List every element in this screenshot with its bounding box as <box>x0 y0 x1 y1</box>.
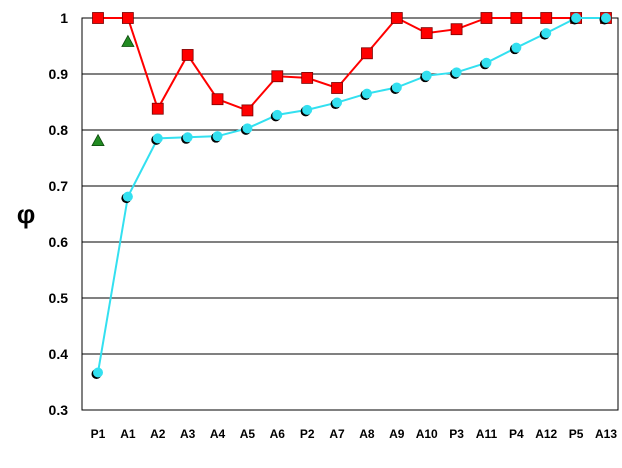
square-marker <box>121 12 134 24</box>
square-marker <box>151 102 164 115</box>
square-marker <box>420 27 433 40</box>
circle-marker <box>152 133 163 144</box>
y-tick-label: 0.8 <box>49 122 69 138</box>
x-tick-labels: P1 A1 A2 A3 A4 A5 A6 P2 A7 A8 A9 A10 P3 A11 P4 A12 P5 A13 <box>91 427 618 441</box>
circle-marker <box>511 42 522 53</box>
y-tick-label: 0.6 <box>49 234 69 250</box>
y-tick-label: 1 <box>60 10 68 26</box>
y-tick-label: 0.4 <box>49 346 69 362</box>
plot-area <box>81 17 619 411</box>
x-tick-label: A3 <box>180 427 196 441</box>
x-tick-label: A11 <box>476 427 498 441</box>
y-tick-label: 0.5 <box>49 290 69 306</box>
square-marker <box>301 72 314 84</box>
y-tick-label: 0.3 <box>49 402 69 418</box>
square-marker <box>450 23 463 36</box>
square-marker <box>390 12 403 24</box>
triangle-marker <box>91 133 105 147</box>
series-square <box>92 12 612 117</box>
square-marker <box>480 12 493 24</box>
circle-marker <box>182 132 193 143</box>
circle-marker <box>302 104 313 115</box>
y-tick-label: 0.9 <box>49 66 69 82</box>
x-tick-label: A6 <box>270 427 286 441</box>
y-axis-title: φ <box>17 199 36 229</box>
square-marker <box>540 12 553 24</box>
square-marker <box>92 12 104 24</box>
x-tick-label: A9 <box>389 427 405 441</box>
circle-marker <box>541 28 552 39</box>
x-tick-label: A5 <box>240 427 256 441</box>
series-circle <box>91 13 611 379</box>
y-tick-label: 0.7 <box>49 178 69 194</box>
x-tick-label: A12 <box>535 427 557 441</box>
square-marker <box>361 47 373 60</box>
x-tick-label: A7 <box>329 427 345 441</box>
circle-marker <box>242 123 253 134</box>
circle-marker <box>451 67 462 78</box>
circle-marker <box>212 131 223 142</box>
circle-marker <box>361 88 372 99</box>
x-tick-label: P5 <box>569 427 584 441</box>
circle-marker <box>481 57 492 68</box>
y-tick-labels: 0.3 0.4 0.5 0.6 0.7 0.8 0.9 1 <box>49 10 69 418</box>
x-tick-label: P4 <box>509 427 524 441</box>
x-tick-label: P1 <box>91 427 106 441</box>
x-tick-label: A8 <box>359 427 375 441</box>
x-tick-label: A13 <box>595 427 617 441</box>
x-tick-label: A4 <box>210 427 226 441</box>
series-triangle <box>91 34 135 147</box>
circle-marker <box>571 13 582 23</box>
x-tick-label: A10 <box>416 427 438 441</box>
circle-marker <box>332 97 343 108</box>
circle-marker <box>601 13 611 23</box>
square-marker <box>181 49 194 61</box>
x-tick-label: A2 <box>150 427 166 441</box>
series-layer <box>91 12 612 379</box>
square-marker <box>241 104 254 117</box>
circle-marker <box>421 70 432 81</box>
x-tick-label: P3 <box>449 427 464 441</box>
square-marker <box>331 82 343 94</box>
circle-marker <box>272 109 283 120</box>
triangle-marker <box>121 34 135 47</box>
circle-marker <box>391 82 402 93</box>
x-tick-label: P2 <box>300 427 315 441</box>
circle-marker <box>122 191 133 202</box>
square-marker <box>211 93 224 106</box>
square-marker <box>510 12 523 24</box>
square-marker <box>271 70 284 83</box>
x-tick-label: A1 <box>120 427 136 441</box>
circle-marker <box>93 367 103 378</box>
